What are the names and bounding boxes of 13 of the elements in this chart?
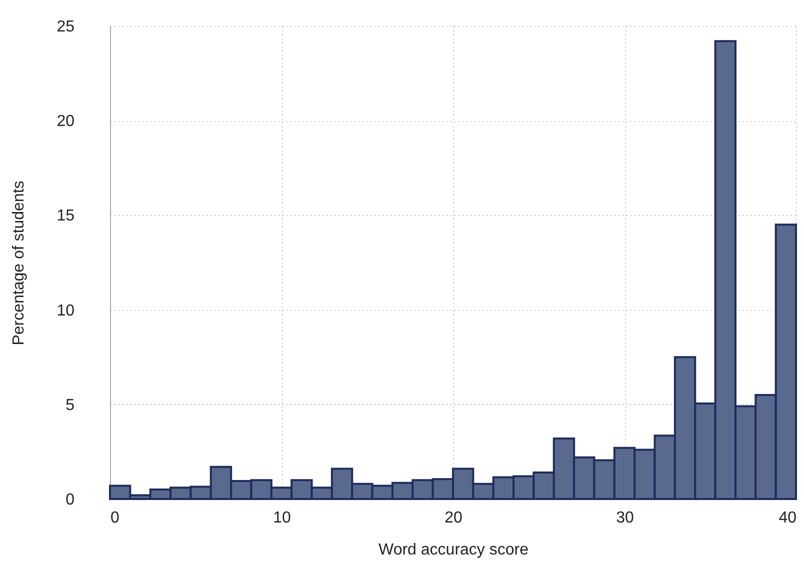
x-tick-label: 0: [110, 510, 120, 526]
x-axis-title: Word accuracy score: [378, 542, 529, 558]
y-tick-label: 25: [56, 18, 75, 36]
y-tick-label: 10: [56, 302, 75, 320]
y-axis-title: Percentage of students: [10, 180, 28, 346]
y-tick-label: 0: [66, 492, 75, 508]
y-tick-label: 20: [56, 113, 75, 130]
x-tick-label: 30: [616, 510, 634, 526]
y-tick-label: 15: [56, 208, 75, 225]
y-tick-label: 5: [66, 396, 75, 414]
x-tick-label: 40: [778, 510, 797, 526]
x-tick-label: 10: [273, 510, 291, 526]
x-tick-label: 20: [444, 510, 462, 526]
